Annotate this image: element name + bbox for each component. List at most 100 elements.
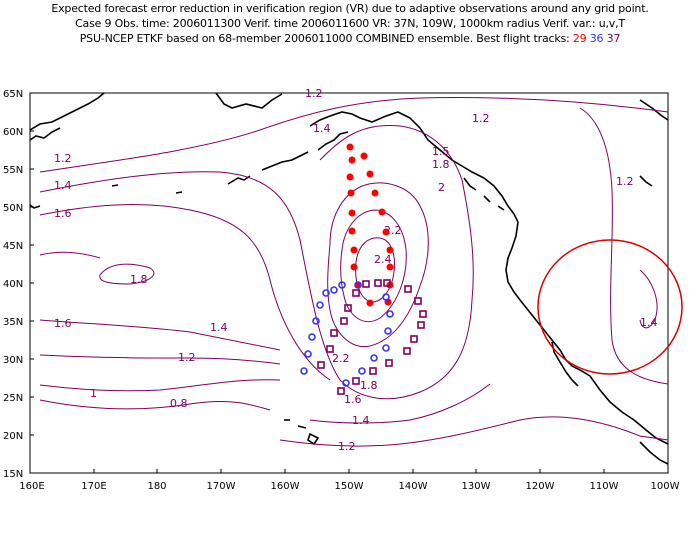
track-29-point [382, 228, 390, 236]
lon-label: 130W [462, 481, 491, 492]
lat-label: 45N [3, 241, 23, 252]
contour-label: 2.2 [332, 352, 350, 365]
lon-label: 170E [81, 481, 106, 492]
track-37-point [410, 335, 418, 343]
track-purple-label: 37 [606, 32, 621, 45]
track-36-point [384, 327, 392, 335]
contour-label: 1.8 [130, 273, 148, 286]
lat-label: 25N [3, 393, 23, 404]
track-36-point [308, 333, 316, 341]
track-37-point [404, 285, 412, 293]
track-37-point [330, 329, 338, 337]
track-36-point [358, 367, 366, 375]
contour-label: 1.5 [432, 145, 450, 158]
track-blue-label: 36 [589, 32, 604, 45]
track-36-point [354, 281, 362, 289]
contour-label-group: 1.2 1.4 1.2 1.5 1.8 1.2 1.4 1.6 2 2.2 2.… [54, 87, 658, 453]
lon-label: 140W [399, 481, 428, 492]
track-red-label: 29 [572, 32, 587, 45]
track-37-point [326, 345, 334, 353]
contour-label: 2 [438, 181, 445, 194]
track-29-point [346, 173, 354, 181]
track-29-point [366, 170, 374, 178]
lon-label: 180 [147, 481, 166, 492]
lon-label: 160E [19, 481, 44, 492]
lat-label: 50N [3, 203, 23, 214]
contour-label: 1.4 [54, 179, 72, 192]
contour-label: 1.2 [178, 351, 196, 364]
track-36-point [312, 317, 320, 325]
contour-label: 1.4 [352, 414, 370, 427]
longitude-labels: 160E 170E 180 170W 160W 150W 140W 130W 1… [19, 481, 679, 492]
track-29-point [386, 246, 394, 254]
track-29-point [360, 152, 368, 160]
contour-label: 1.8 [360, 379, 378, 392]
track-37-point [383, 279, 391, 287]
track-37-point [417, 321, 425, 329]
lat-label: 35N [3, 317, 23, 328]
track-37-point [369, 367, 377, 375]
contour-label: 1.2 [54, 152, 72, 165]
track-29-point [348, 209, 356, 217]
contour-label: 1.6 [54, 317, 72, 330]
verification-region-circle [537, 239, 683, 375]
track-29-point [350, 246, 358, 254]
contour-label: 1.2 [338, 440, 356, 453]
track-36-point [370, 354, 378, 362]
track-29-point [386, 263, 394, 271]
lat-label: 30N [3, 355, 23, 366]
track-36-point [386, 310, 394, 318]
track-29-point [348, 227, 356, 235]
track-37-point [374, 279, 382, 287]
flight-track-29 [346, 143, 394, 307]
track-37-point [362, 280, 370, 288]
track-37-point [352, 377, 360, 385]
title-line-3: PSU-NCEP ETKF based on 68-member 2006011… [0, 32, 700, 45]
flight-track-37 [317, 279, 427, 395]
axis-ticks [30, 92, 605, 473]
track-29-point [348, 156, 356, 164]
track-37-point [352, 289, 360, 297]
contour-label: 1.6 [344, 393, 362, 406]
track-36-point [382, 293, 390, 301]
track-29-point [366, 299, 374, 307]
contour-lines [39, 97, 669, 447]
flight-track-36 [300, 281, 394, 387]
lat-label: 20N [3, 431, 23, 442]
lon-label: 110W [590, 481, 619, 492]
track-29-point [378, 208, 386, 216]
track-36-point [300, 367, 308, 375]
lon-label: 170W [207, 481, 236, 492]
track-37-point [385, 359, 393, 367]
track-36-point [330, 286, 338, 294]
track-36-point [342, 379, 350, 387]
contour-label: 2.4 [374, 253, 392, 266]
contour-label: 1.2 [616, 175, 634, 188]
track-37-point [344, 304, 352, 312]
track-37-point [403, 347, 411, 355]
contour-label: 0.8 [170, 397, 188, 410]
title-line-2: Case 9 Obs. time: 2006011300 Verif. time… [75, 17, 625, 30]
track-36-point [322, 289, 330, 297]
latitude-labels: 65N 60N 55N 50N 45N 40N 35N 30N 25N 20N … [3, 89, 23, 480]
lat-label: 65N [3, 89, 23, 100]
track-29-point [371, 189, 379, 197]
contour-label: 1.2 [472, 112, 490, 125]
track-37-point [317, 361, 325, 369]
contour-label: 1.8 [432, 158, 450, 171]
track-37-point [419, 310, 427, 318]
track-29-point [347, 189, 355, 197]
track-36-point [382, 344, 390, 352]
title-line-1: Expected forecast error reduction in ver… [51, 2, 649, 15]
contour-label: 1.6 [54, 207, 72, 220]
track-36-point [304, 350, 312, 358]
track-29-point [346, 143, 354, 151]
track-37-point [340, 317, 348, 325]
contour-label: 1 [90, 387, 97, 400]
lat-label: 40N [3, 279, 23, 290]
lon-label: 160W [271, 481, 300, 492]
track-36-point [316, 301, 324, 309]
lon-label: 150W [335, 481, 364, 492]
track-37-point [414, 297, 422, 305]
